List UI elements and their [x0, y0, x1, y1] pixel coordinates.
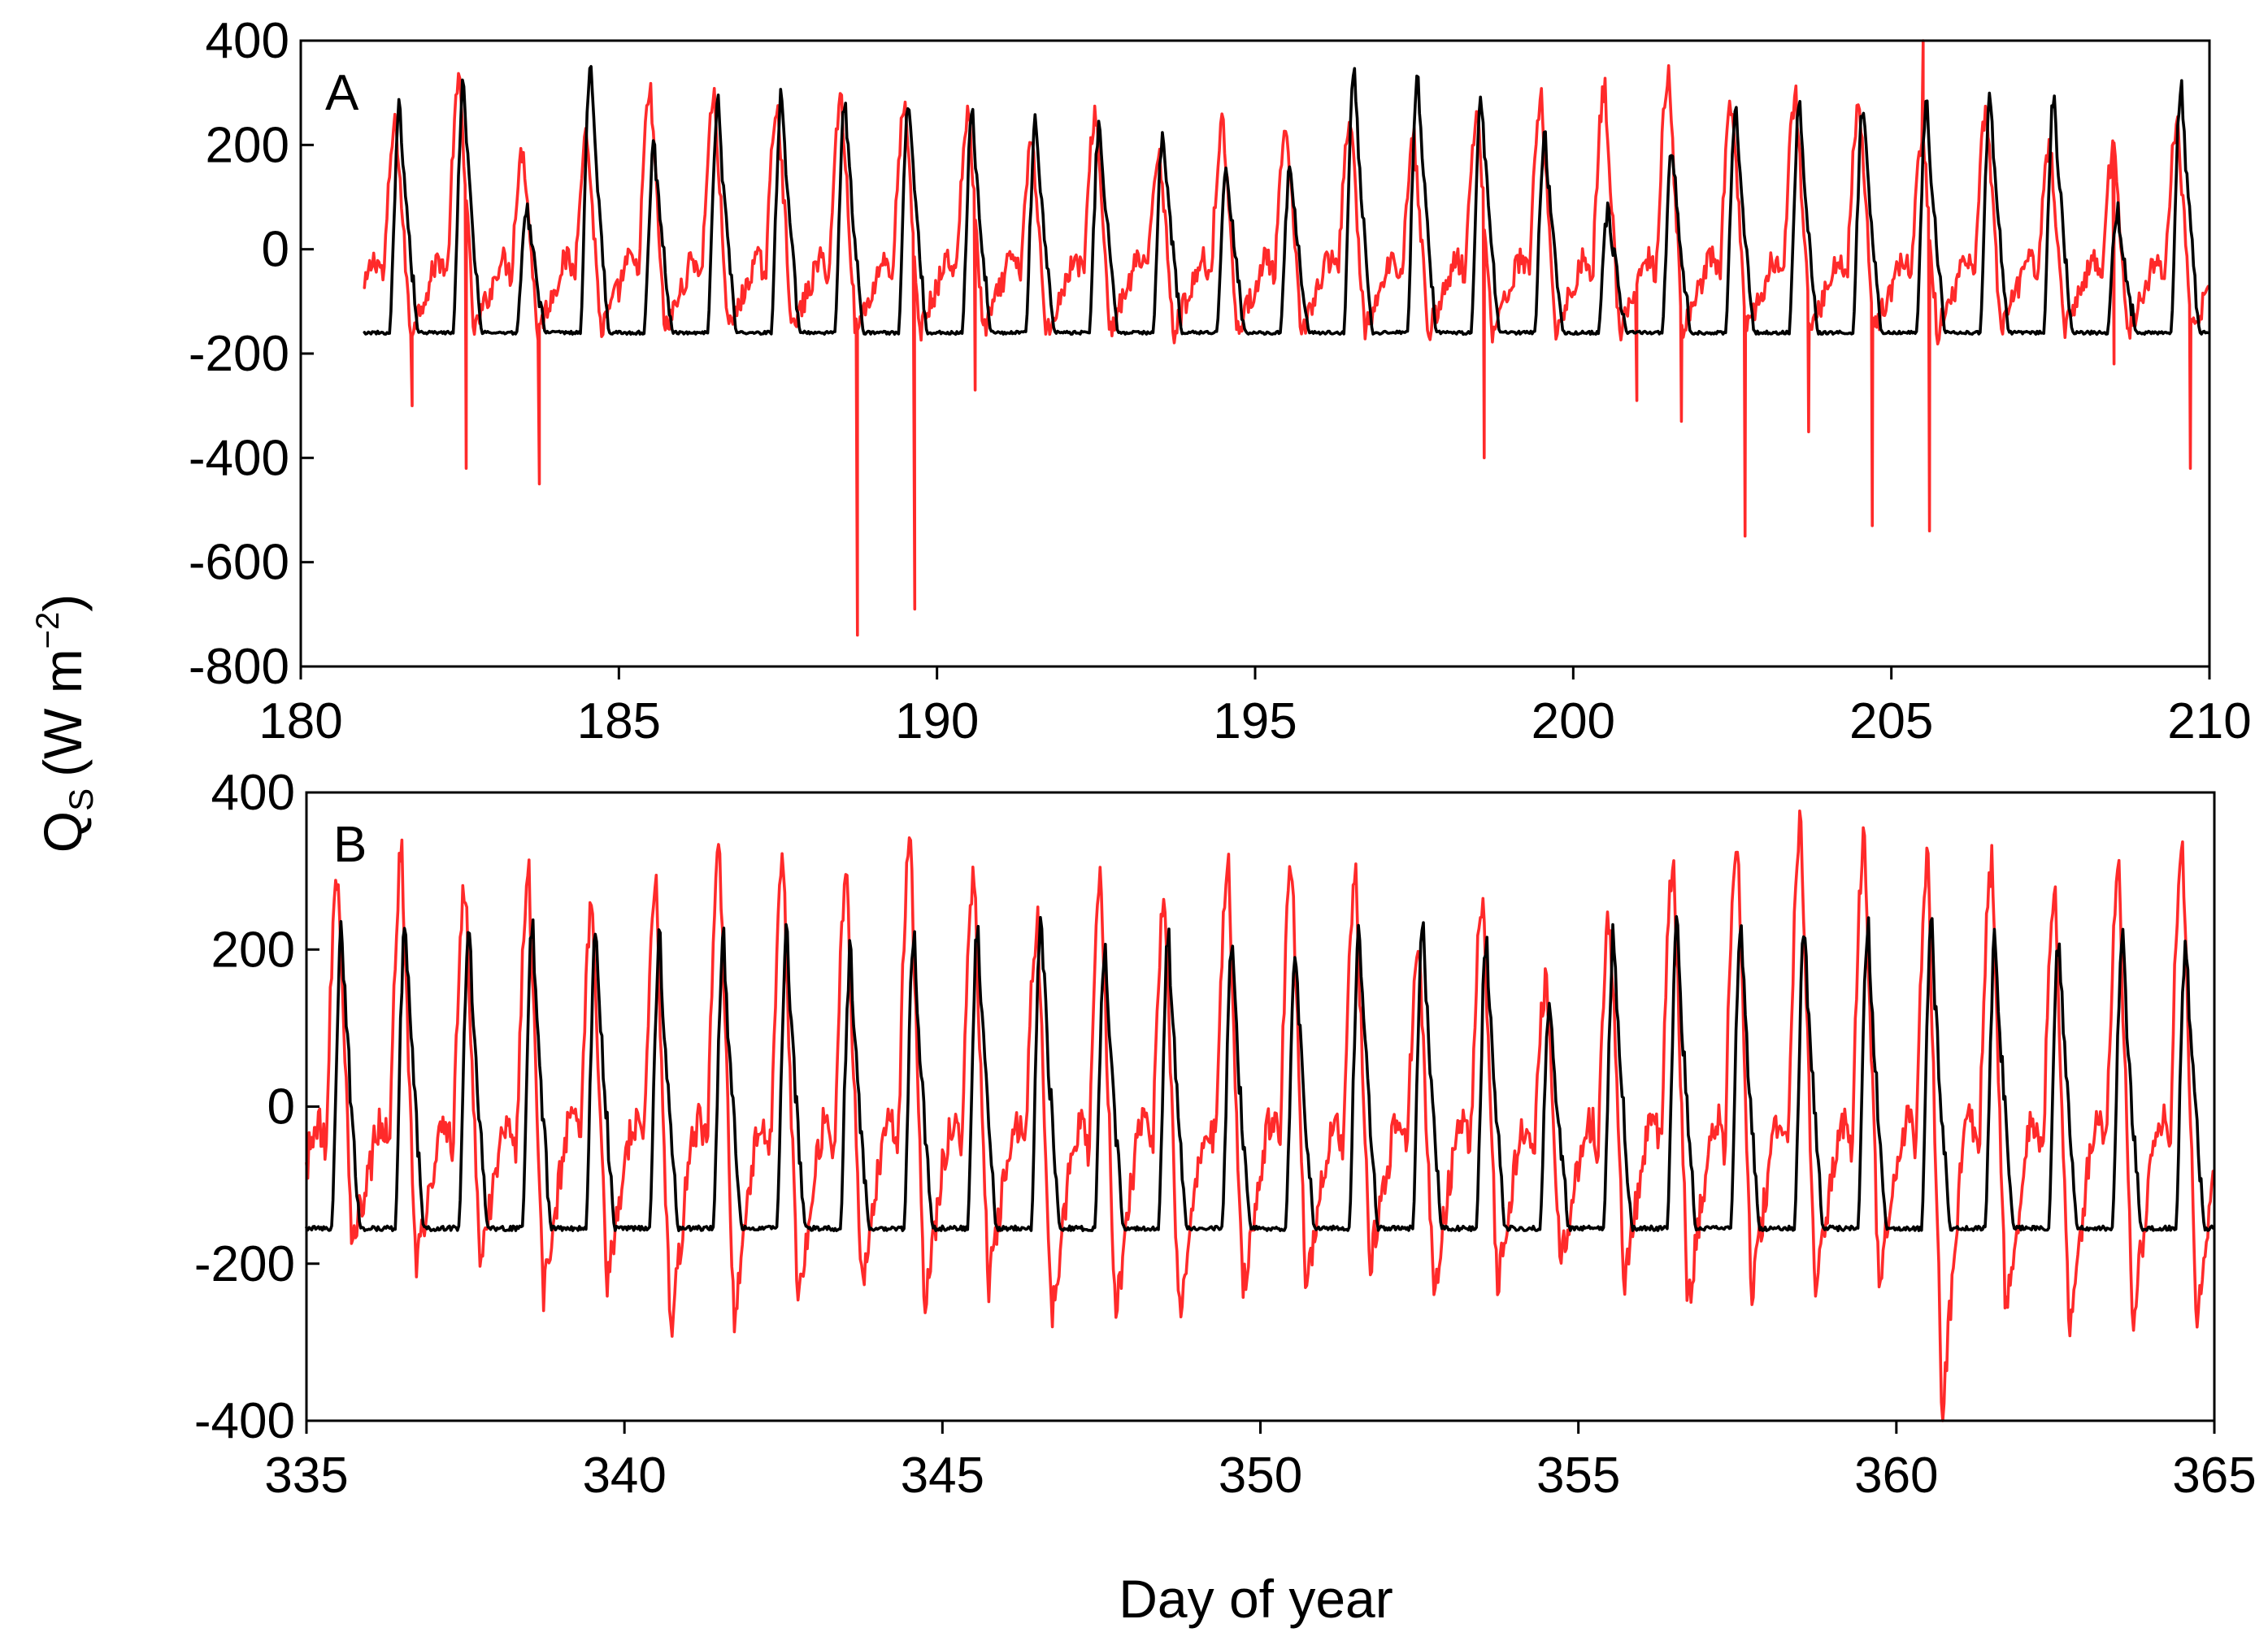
y-axis-title-exponent: −2	[30, 612, 66, 649]
y-tick-label: 200	[206, 117, 289, 173]
y-tick-label: -600	[189, 535, 289, 591]
x-tick-label: 365	[2172, 1448, 2256, 1504]
y-axis-title-units-open: (W m	[33, 649, 93, 777]
panel-label: B	[333, 817, 367, 873]
x-tick-label: 355	[1536, 1448, 1620, 1504]
y-axis-title-subscript: S	[62, 788, 100, 811]
x-tick-label: 340	[582, 1448, 666, 1504]
x-tick-label: 200	[1532, 693, 1615, 749]
y-tick-label: -200	[194, 1236, 295, 1292]
y-axis-title-symbol: Q	[33, 811, 93, 853]
x-tick-label: 180	[259, 693, 342, 749]
series-red-line	[363, 39, 2210, 637]
y-tick-label: 400	[211, 765, 295, 821]
y-tick-label: 0	[267, 1079, 295, 1135]
y-tick-label: 0	[262, 222, 289, 278]
panel-label: A	[325, 65, 359, 121]
series-black-line	[363, 65, 2210, 336]
series-black-line	[305, 915, 2215, 1232]
x-tick-label: 360	[1854, 1448, 1938, 1504]
y-tick-label: -200	[189, 326, 289, 382]
x-tick-label: 195	[1213, 693, 1297, 749]
x-tick-label: 335	[264, 1448, 348, 1504]
x-tick-label: 350	[1219, 1448, 1302, 1504]
x-tick-label: 205	[1849, 693, 1933, 749]
x-axis-title: Day of year	[1119, 1569, 1393, 1629]
y-tick-label: 200	[211, 922, 295, 978]
y-axis-title: QS (W m−2)	[30, 594, 100, 853]
y-axis-title-units-close: )	[33, 594, 93, 612]
x-tick-label: 190	[895, 693, 979, 749]
series-red-line	[305, 810, 2215, 1422]
svg-text:QS(W m−2): QS (W m−2)	[30, 594, 100, 853]
y-tick-label: -400	[194, 1393, 295, 1449]
x-tick-label: 345	[901, 1448, 984, 1504]
y-tick-label: -800	[189, 639, 289, 695]
x-tick-label: 210	[2167, 693, 2251, 749]
x-tick-label: 185	[577, 693, 661, 749]
y-tick-label: 400	[206, 13, 289, 69]
y-tick-label: -400	[189, 430, 289, 486]
